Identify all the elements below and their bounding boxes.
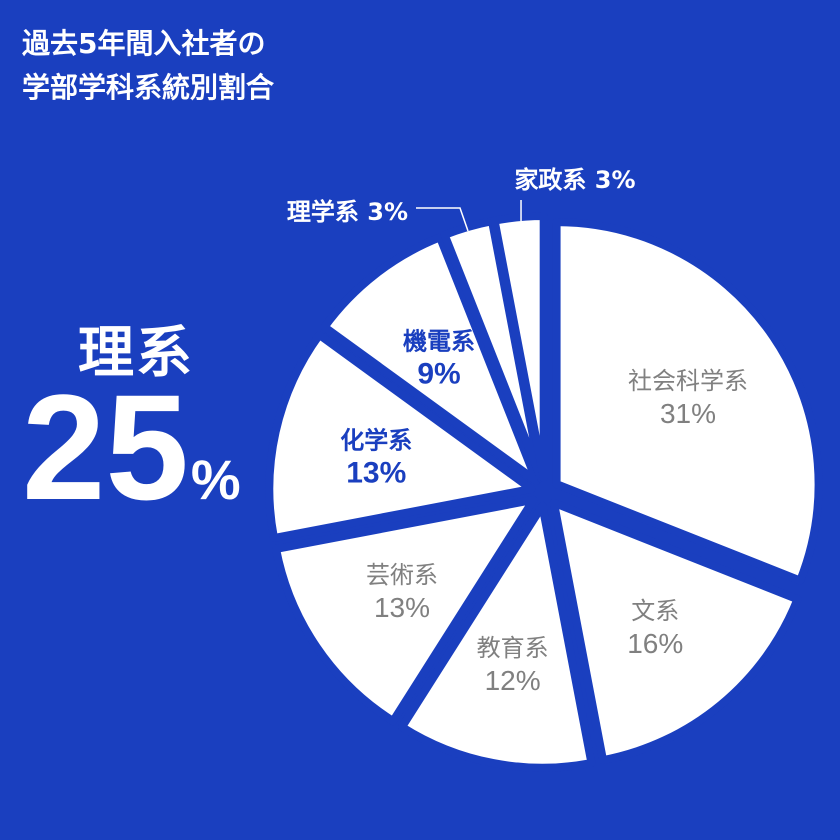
science-total-label: 理系 (78, 321, 194, 386)
slice-category-label: 教育系 (477, 634, 549, 662)
slice-category-label: 化学系 (340, 426, 412, 454)
science-total-value: 25% (22, 372, 241, 522)
leader-line (416, 207, 469, 232)
slice-value-label: 31% (660, 398, 716, 429)
slice-category-label: 文系 (631, 597, 679, 625)
science-total-unit: % (190, 448, 241, 511)
slice-outside-label: 家政系 3% (514, 166, 635, 194)
title-line-2: 学部学科系統別割合 (22, 71, 275, 104)
slice-value-label: 13% (346, 456, 406, 489)
science-total-number: 25 (22, 363, 189, 531)
pie-labels: 社会科学系31%文系16%教育系12%芸術系13%化学系13%機電系9%理学系 … (287, 166, 748, 696)
slice-category-label: 機電系 (403, 327, 475, 355)
slice-outside-label: 理学系 3% (287, 198, 408, 226)
pie-slice (397, 501, 596, 772)
pie-slice (272, 495, 538, 726)
slice-category-label: 社会科学系 (628, 367, 748, 395)
pie-slices (265, 212, 823, 772)
pie-slice (320, 233, 541, 485)
slice-value-label: 9% (417, 357, 460, 390)
title-line-1: 過去5年間入社者の (22, 27, 266, 60)
pie-slice (265, 330, 536, 543)
slice-value-label: 13% (374, 592, 430, 623)
slice-category-label: 芸術系 (366, 561, 438, 589)
slice-value-label: 16% (627, 628, 683, 659)
pie-slice (549, 498, 802, 765)
pie-slice (552, 218, 823, 585)
slice-value-label: 12% (485, 665, 541, 696)
pie-slice (490, 212, 548, 483)
chart-title: 過去5年間入社者の 学部学科系統別割合 (22, 22, 274, 110)
